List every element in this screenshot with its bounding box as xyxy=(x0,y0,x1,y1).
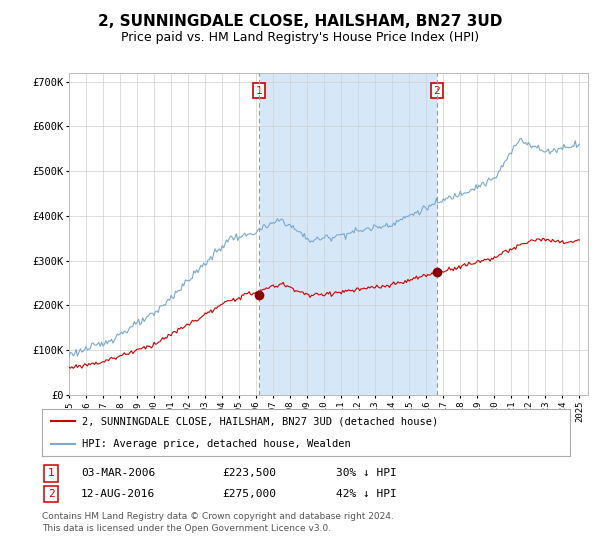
Text: Contains HM Land Registry data © Crown copyright and database right 2024.: Contains HM Land Registry data © Crown c… xyxy=(42,512,394,521)
Text: 2, SUNNINGDALE CLOSE, HAILSHAM, BN27 3UD: 2, SUNNINGDALE CLOSE, HAILSHAM, BN27 3UD xyxy=(98,14,502,29)
Text: 2, SUNNINGDALE CLOSE, HAILSHAM, BN27 3UD (detached house): 2, SUNNINGDALE CLOSE, HAILSHAM, BN27 3UD… xyxy=(82,416,438,426)
Text: 30% ↓ HPI: 30% ↓ HPI xyxy=(336,468,397,478)
Text: 42% ↓ HPI: 42% ↓ HPI xyxy=(336,489,397,499)
Text: 1: 1 xyxy=(256,86,262,96)
Text: £223,500: £223,500 xyxy=(222,468,276,478)
Text: Price paid vs. HM Land Registry's House Price Index (HPI): Price paid vs. HM Land Registry's House … xyxy=(121,31,479,44)
Text: This data is licensed under the Open Government Licence v3.0.: This data is licensed under the Open Gov… xyxy=(42,524,331,533)
Text: 1: 1 xyxy=(47,468,55,478)
Text: £275,000: £275,000 xyxy=(222,489,276,499)
Text: 2: 2 xyxy=(434,86,440,96)
Text: 2: 2 xyxy=(47,489,55,499)
Text: HPI: Average price, detached house, Wealden: HPI: Average price, detached house, Weal… xyxy=(82,439,350,449)
Text: 12-AUG-2016: 12-AUG-2016 xyxy=(81,489,155,499)
Text: 03-MAR-2006: 03-MAR-2006 xyxy=(81,468,155,478)
